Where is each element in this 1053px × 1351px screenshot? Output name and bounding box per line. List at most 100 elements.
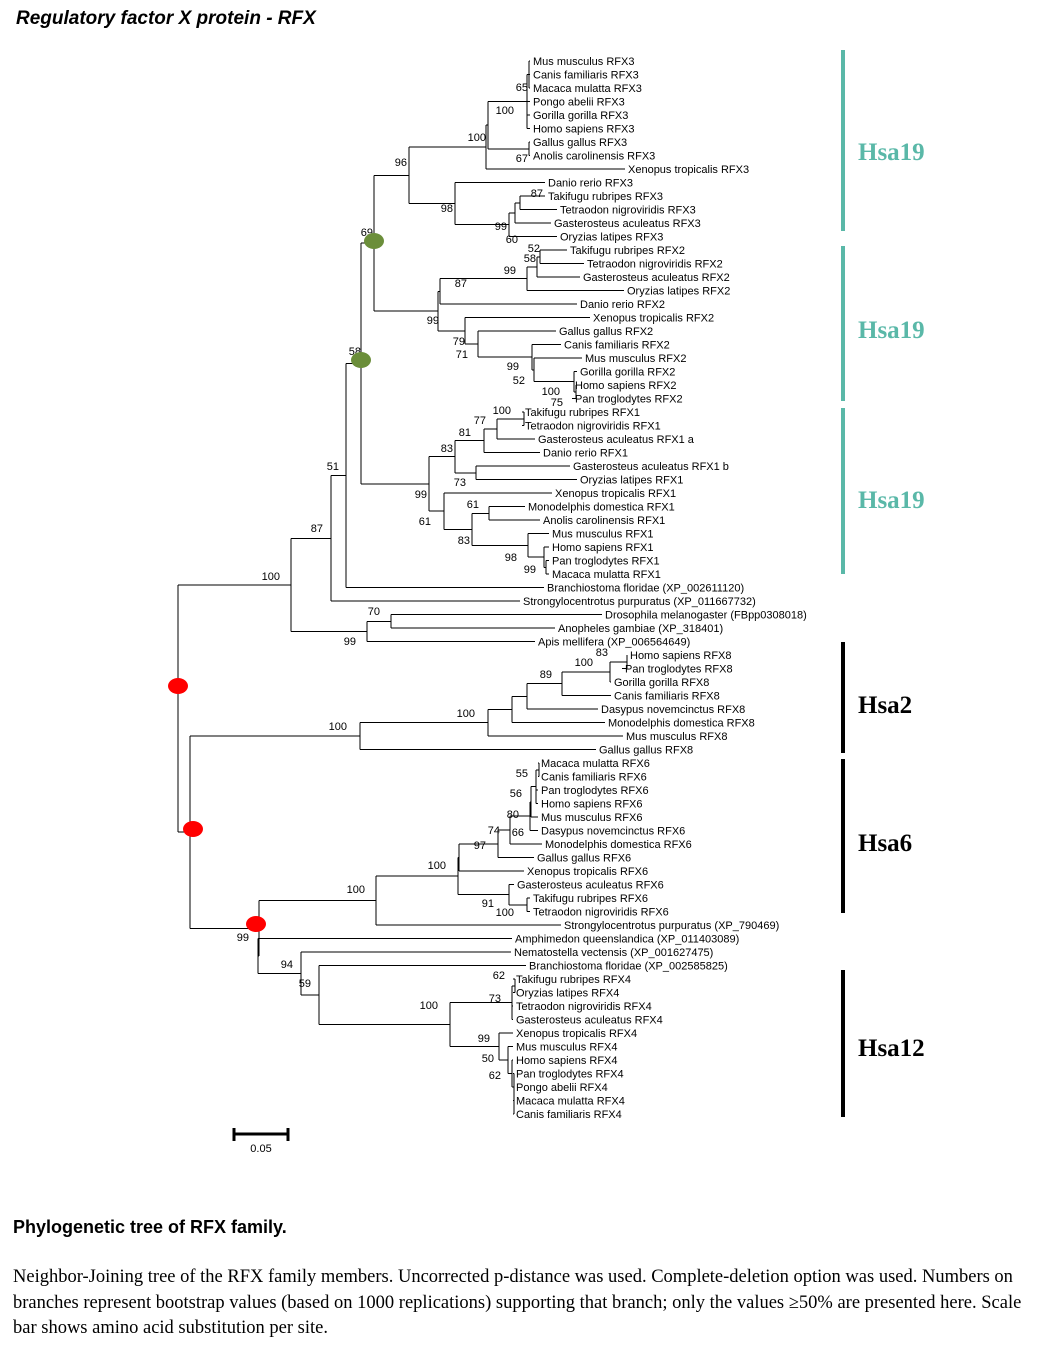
bootstrap-value: 59	[299, 978, 311, 990]
taxon-label: Canis familiaris RFX6	[541, 772, 647, 784]
node-marker	[364, 233, 384, 249]
taxon-label: Macaca mulatta RFX3	[533, 83, 642, 95]
bootstrap-value: 56	[510, 788, 522, 800]
node-marker	[183, 821, 203, 837]
taxon-label: Homo sapiens RFX6	[541, 799, 643, 811]
bootstrap-value: 100	[262, 571, 280, 583]
taxon-label: Oryzias latipes RFX3	[560, 232, 663, 244]
bootstrap-value: 60	[506, 234, 518, 246]
bootstrap-value: 98	[441, 203, 453, 215]
taxon-label: Homo sapiens RFX2	[575, 380, 677, 392]
taxon-label: Oryzias latipes RFX2	[627, 286, 730, 298]
taxon-label: Tetraodon nigroviridis RFX2	[587, 259, 723, 271]
bootstrap-value: 87	[311, 523, 323, 535]
taxon-label: Branchiostoma floridae (XP_002585825)	[529, 961, 728, 973]
taxon-label: Tetraodon nigroviridis RFX1	[525, 421, 661, 433]
taxon-label: Takifugu rubripes RFX2	[570, 245, 685, 257]
taxon-label: Takifugu rubripes RFX1	[525, 407, 640, 419]
taxon-label: Oryzias latipes RFX4	[516, 988, 619, 1000]
taxon-label: Pan troglodytes RFX1	[552, 556, 660, 568]
taxon-label: Gasterosteus aculeatus RFX3	[554, 218, 701, 230]
taxon-label: Xenopus tropicalis RFX4	[516, 1028, 637, 1040]
taxon-label: Gallus gallus RFX3	[533, 137, 627, 149]
taxon-label: Drosophila melanogaster (FBpp0308018)	[605, 610, 807, 622]
bootstrap-value: 61	[419, 516, 431, 528]
bootstrap-value: 65	[516, 82, 528, 94]
taxon-label: Takifugu rubripes RFX6	[533, 893, 648, 905]
bootstrap-value: 99	[415, 489, 427, 501]
bootstrap-value: 99	[237, 932, 249, 944]
node-marker	[168, 678, 188, 694]
bootstrap-value: 83	[596, 647, 608, 659]
group-label: Hsa2	[858, 692, 912, 719]
taxon-label: Pan troglodytes RFX8	[625, 664, 733, 676]
taxon-label: Canis familiaris RFX4	[516, 1109, 622, 1121]
taxon-label: Dasypus novemcinctus RFX8	[601, 704, 745, 716]
bootstrap-value: 89	[540, 669, 552, 681]
taxon-label: Danio rerio RFX3	[548, 178, 633, 190]
bootstrap-value: 100	[428, 860, 446, 872]
bootstrap-value: 50	[482, 1053, 494, 1065]
bootstrap-value: 99	[427, 315, 439, 327]
taxon-label: Canis familiaris RFX8	[614, 691, 720, 703]
bootstrap-value: 97	[474, 840, 486, 852]
bootstrap-value: 100	[575, 657, 593, 669]
taxon-label: Monodelphis domestica RFX1	[528, 502, 675, 514]
taxon-label: Pongo abelii RFX4	[516, 1082, 608, 1094]
bootstrap-labels: 6510010067968798996069525899879979719952…	[237, 82, 608, 1082]
bootstrap-value: 75	[551, 397, 563, 409]
bootstrap-value: 83	[458, 535, 470, 547]
group-label: Hsa19	[858, 487, 925, 514]
bootstrap-value: 73	[454, 477, 466, 489]
bootstrap-value: 51	[327, 461, 339, 473]
caption-title: Phylogenetic tree of RFX family.	[13, 1217, 287, 1237]
bootstrap-value: 100	[493, 405, 511, 417]
bootstrap-value: 74	[488, 825, 500, 837]
tree-branches	[177, 60, 628, 1115]
node-marker	[246, 916, 266, 932]
bootstrap-value: 77	[474, 415, 486, 427]
taxon-label: Homo sapiens RFX8	[630, 650, 732, 662]
taxon-label: Homo sapiens RFX4	[516, 1055, 618, 1067]
bootstrap-value: 100	[496, 105, 514, 117]
chromosome-groups: Hsa19 Hsa19 Hsa19 Hsa2 Hsa6 Hsa12	[841, 50, 925, 1117]
taxon-label: Danio rerio RFX1	[543, 448, 628, 460]
taxon-label: Gorilla gorilla RFX2	[580, 367, 675, 379]
taxon-label: Nematostella vectensis (XP_001627475)	[514, 947, 713, 959]
bootstrap-value: 87	[531, 188, 543, 200]
group-label: Hsa6	[858, 830, 912, 857]
taxon-label: Xenopus tropicalis RFX3	[628, 164, 749, 176]
taxon-label: Homo sapiens RFX3	[533, 124, 635, 136]
bootstrap-value: 99	[344, 636, 356, 648]
taxon-label: Amphimedon queenslandica (XP_011403089)	[515, 934, 739, 946]
taxon-label: Gallus gallus RFX8	[599, 745, 693, 757]
taxon-label: Gorilla gorilla RFX3	[533, 110, 628, 122]
group-label: Hsa19	[858, 317, 925, 344]
bootstrap-value: 100	[347, 884, 365, 896]
taxon-label: Danio rerio RFX2	[580, 299, 665, 311]
bootstrap-value: 100	[457, 708, 475, 720]
bootstrap-value: 100	[420, 1000, 438, 1012]
group-label: Hsa12	[858, 1035, 925, 1062]
taxon-label: Mus musculus RFX2	[585, 353, 686, 365]
bootstrap-value: 52	[513, 375, 525, 387]
taxon-label: Pan troglodytes RFX6	[541, 785, 649, 797]
bootstrap-value: 96	[395, 157, 407, 169]
bootstrap-value: 67	[516, 153, 528, 165]
taxon-label: Dasypus novemcinctus RFX6	[541, 826, 685, 838]
taxon-label: Takifugu rubripes RFX4	[516, 974, 631, 986]
bootstrap-value: 83	[441, 443, 453, 455]
bootstrap-value: 100	[468, 132, 486, 144]
bootstrap-value: 81	[459, 427, 471, 439]
scale-label: 0.05	[250, 1143, 271, 1155]
node-markers	[168, 233, 384, 932]
taxon-label: Anopheles gambiae (XP_318401)	[558, 623, 723, 635]
bootstrap-value: 99	[507, 361, 519, 373]
node-marker	[351, 352, 371, 368]
taxon-label: Mus musculus RFX1	[552, 529, 653, 541]
group-label: Hsa19	[858, 139, 925, 166]
taxon-label: Mus musculus RFX3	[533, 56, 634, 68]
taxon-label: Takifugu rubripes RFX3	[548, 191, 663, 203]
taxon-label: Monodelphis domestica RFX6	[545, 839, 692, 851]
